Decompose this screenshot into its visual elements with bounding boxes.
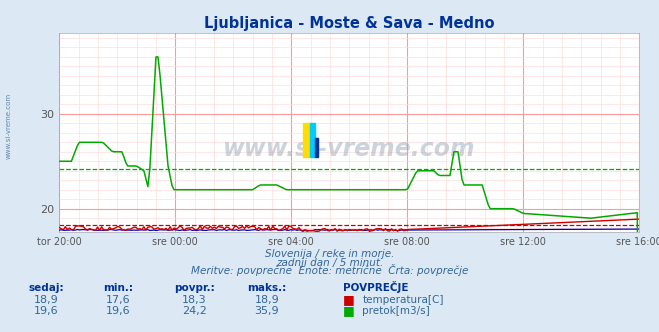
Text: zadnji dan / 5 minut.: zadnji dan / 5 minut. — [276, 258, 383, 268]
Bar — [310, 123, 315, 156]
Bar — [315, 138, 318, 156]
Text: maks.:: maks.: — [247, 284, 287, 293]
Text: www.si-vreme.com: www.si-vreme.com — [223, 137, 476, 161]
Title: Ljubljanica - Moste & Sava - Medno: Ljubljanica - Moste & Sava - Medno — [204, 16, 494, 31]
Text: sedaj:: sedaj: — [28, 284, 64, 293]
Text: Slovenija / reke in morje.: Slovenija / reke in morje. — [265, 249, 394, 259]
Text: www.si-vreme.com: www.si-vreme.com — [5, 93, 12, 159]
Text: 24,2: 24,2 — [182, 306, 207, 316]
Text: Meritve: povprečne  Enote: metrične  Črta: povprečje: Meritve: povprečne Enote: metrične Črta:… — [191, 264, 468, 276]
Text: temperatura[C]: temperatura[C] — [362, 295, 444, 305]
Text: POVPREČJE: POVPREČJE — [343, 282, 408, 293]
Text: 17,6: 17,6 — [106, 295, 131, 305]
Text: 35,9: 35,9 — [254, 306, 279, 316]
Text: 18,9: 18,9 — [254, 295, 279, 305]
Text: min.:: min.: — [103, 284, 134, 293]
Text: povpr.:: povpr.: — [174, 284, 215, 293]
Bar — [303, 123, 310, 156]
Text: 19,6: 19,6 — [106, 306, 131, 316]
Text: ■: ■ — [343, 304, 355, 317]
Text: 18,9: 18,9 — [34, 295, 59, 305]
Text: ■: ■ — [343, 293, 355, 306]
Text: 19,6: 19,6 — [34, 306, 59, 316]
Text: 18,3: 18,3 — [182, 295, 207, 305]
Text: pretok[m3/s]: pretok[m3/s] — [362, 306, 430, 316]
